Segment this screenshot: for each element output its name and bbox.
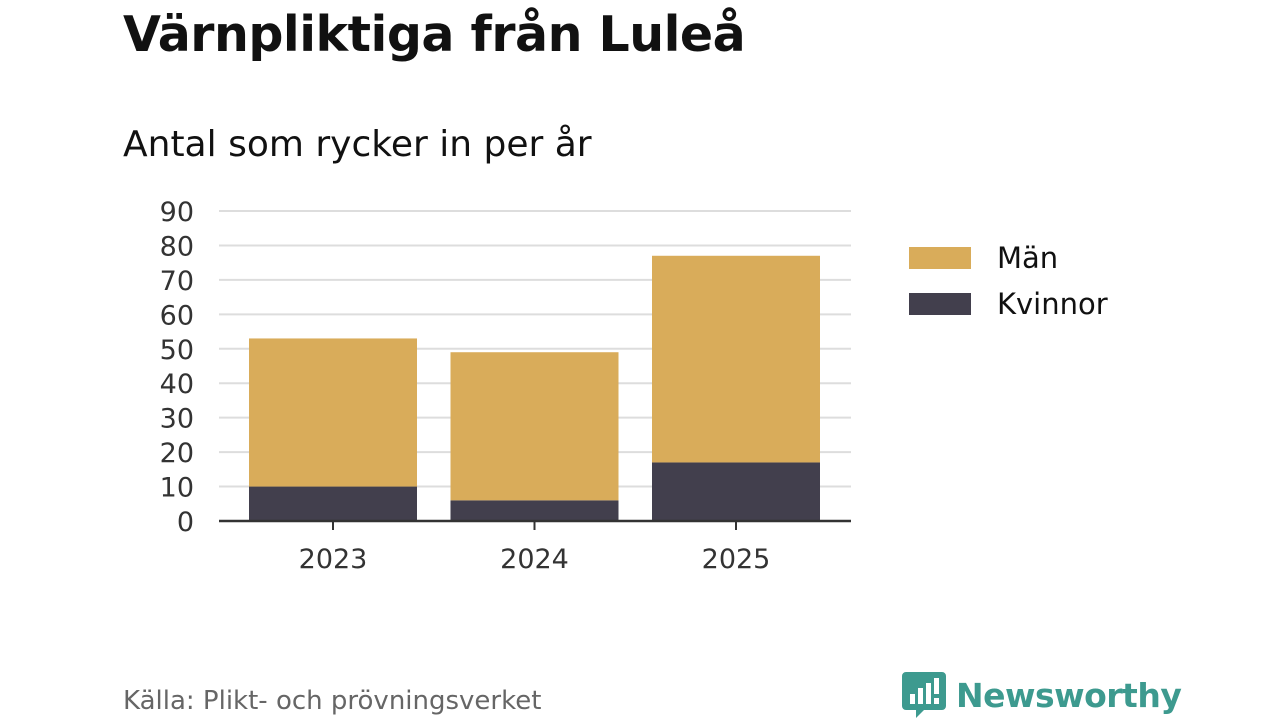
- y-tick-label: 30: [160, 404, 194, 435]
- y-tick-label: 70: [160, 266, 194, 297]
- bar-man-2023: [249, 338, 417, 487]
- bar-man-2025: [652, 255, 820, 463]
- bar-kvinnor-2024: [450, 500, 619, 521]
- y-tick-label: 80: [160, 231, 194, 262]
- y-tick-label: 50: [160, 335, 194, 366]
- legend: Män Kvinnor: [909, 241, 1108, 321]
- source-note: Källa: Plikt- och prövningsverket: [123, 686, 542, 716]
- chart-subtitle: Antal som rycker in per år: [123, 124, 592, 165]
- bar-kvinnor-2025: [652, 462, 820, 521]
- bars: [249, 255, 820, 521]
- legend-label: Kvinnor: [997, 287, 1108, 321]
- chart-title: Värnpliktiga från Luleå: [123, 6, 746, 63]
- y-tick-label: 40: [160, 369, 194, 400]
- y-tick-label: 20: [160, 438, 194, 469]
- bar-man-2024: [450, 352, 619, 501]
- brand-name: Newsworthy: [956, 675, 1182, 715]
- legend-label: Män: [997, 241, 1058, 275]
- bar-kvinnor-2023: [249, 486, 417, 521]
- newsworthy-logo-icon: [902, 672, 946, 718]
- legend-swatch: [909, 247, 971, 269]
- brand-logo: Newsworthy: [902, 670, 1182, 720]
- x-tick-label: 2025: [702, 544, 771, 575]
- y-tick-label: 60: [160, 300, 194, 331]
- y-tick-label: 10: [160, 473, 194, 504]
- x-tick-label: 2023: [299, 544, 368, 575]
- x-tick-label: 2024: [500, 544, 569, 575]
- y-tick-label: 90: [160, 197, 194, 228]
- legend-swatch: [909, 293, 971, 315]
- y-tick-label: 0: [177, 507, 194, 538]
